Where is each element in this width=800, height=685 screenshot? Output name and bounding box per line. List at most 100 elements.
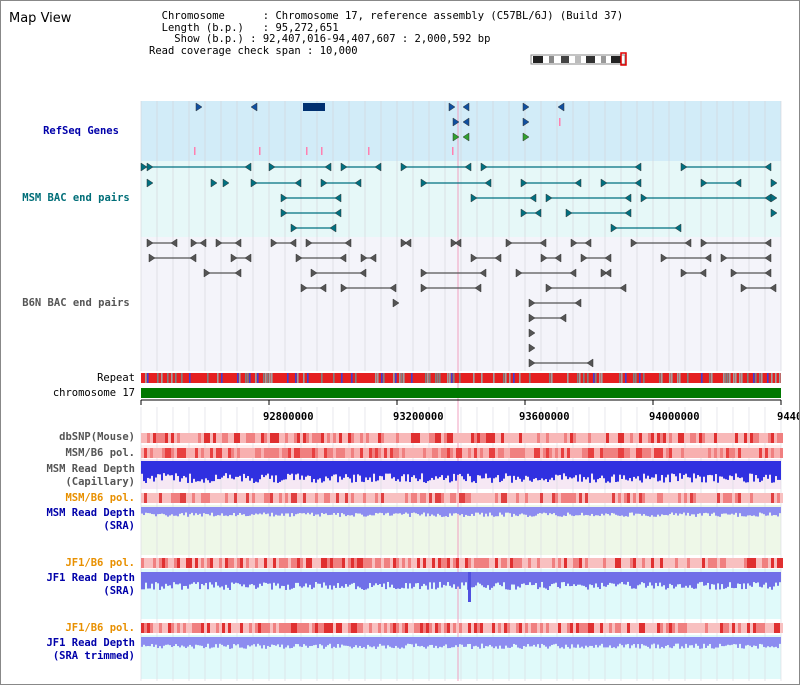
- depth-bar: [545, 507, 547, 514]
- heatmap-cell: [309, 558, 312, 568]
- msm-bac-pair-end: [329, 223, 337, 233]
- track-label-msm-read-depth-sra[interactable]: MSM Read Depth (SRA): [46, 507, 135, 532]
- track-label-jf1-read-depth-sra-trimmed[interactable]: JF1 Read Depth (SRA trimmed): [46, 637, 135, 662]
- heatmap-cell: [144, 493, 147, 503]
- depth-bar: [403, 507, 405, 514]
- depth-bar: [265, 507, 267, 515]
- chromosome-bar[interactable]: [141, 388, 781, 398]
- track-label-msm-b6-pol-2[interactable]: MSM/B6 pol.: [65, 492, 135, 504]
- depth-bar: [567, 637, 569, 648]
- heatmap-cell: [270, 493, 273, 503]
- heatmap-cell: [633, 623, 636, 633]
- msm-bac-pair-end: [470, 193, 478, 203]
- track-label-msm-b6-pol[interactable]: MSM/B6 pol.: [65, 447, 135, 459]
- depth-bar: [777, 507, 779, 517]
- heatmap-cell: [456, 623, 459, 633]
- depth-bar: [599, 461, 601, 479]
- heatmap-cell: [150, 493, 153, 503]
- heatmap-cell: [687, 493, 690, 503]
- track-label-refseq[interactable]: RefSeq Genes: [43, 125, 119, 137]
- depth-tracks[interactable]: [141, 461, 781, 649]
- heatmap-cell: [543, 623, 546, 633]
- depth-bar: [571, 507, 573, 516]
- heatmap-cell: [330, 623, 333, 633]
- track-label-msm-bac[interactable]: MSM BAC end pairs: [22, 192, 130, 204]
- depth-bar: [751, 637, 753, 648]
- depth-bar: [687, 572, 689, 588]
- depth-bar: [661, 461, 663, 475]
- b6n-bac-pair-end: [339, 253, 347, 263]
- heatmap-cell: [771, 448, 774, 458]
- depth-bar: [331, 507, 333, 515]
- heatmap-cell: [543, 448, 546, 458]
- depth-bar: [745, 572, 747, 589]
- track-label-jf1-b6-pol-2[interactable]: JF1/B6 pol.: [65, 622, 135, 634]
- heatmap-cell: [753, 558, 756, 568]
- heatmap-cell: [594, 448, 597, 458]
- depth-bar: [465, 461, 467, 482]
- track-label-msm-read-depth-capillary[interactable]: MSM Read Depth (Capillary): [46, 463, 135, 488]
- depth-bar: [217, 637, 219, 648]
- depth-bar: [205, 507, 207, 514]
- heatmap-cell: [288, 493, 291, 503]
- track-label-jf1-b6-pol[interactable]: JF1/B6 pol.: [65, 557, 135, 569]
- depth-bar: [269, 507, 271, 517]
- heatmap-cell: [216, 493, 219, 503]
- depth-bar: [233, 637, 235, 645]
- track-label-chromosome[interactable]: chromosome 17: [52, 387, 135, 399]
- heatmap-cell: [147, 493, 150, 503]
- depth-bar: [455, 637, 457, 646]
- heatmap-cell: [666, 448, 669, 458]
- depth-bar: [617, 507, 619, 516]
- heatmap-cell: [399, 623, 402, 633]
- axis-tick-label: 9440: [777, 411, 800, 423]
- repeat-track[interactable]: [141, 373, 781, 383]
- heatmap-cell: [552, 493, 555, 503]
- track-label-jf1-read-depth-sra[interactable]: JF1 Read Depth (SRA): [46, 572, 135, 597]
- track-features[interactable]: [140, 102, 778, 368]
- heatmap-cell: [660, 493, 663, 503]
- heatmap-tracks[interactable]: [141, 433, 783, 633]
- depth-bar: [639, 637, 641, 649]
- depth-bar: [397, 507, 399, 514]
- chromosome-ideogram[interactable]: [530, 52, 627, 66]
- msm-bac-end: [146, 162, 154, 172]
- depth-bar: [627, 461, 629, 481]
- heatmap-cell: [495, 558, 498, 568]
- heatmap-cell: [720, 558, 723, 568]
- depth-bar: [711, 461, 713, 476]
- heatmap-cell: [432, 433, 435, 443]
- track-label-repeat[interactable]: Repeat: [97, 372, 135, 384]
- depth-bar: [173, 572, 175, 583]
- heatmap-cell: [315, 448, 318, 458]
- depth-bar: [723, 461, 725, 479]
- depth-bar: [775, 461, 777, 477]
- msm-bac-end: [146, 178, 154, 188]
- track-label-b6n-bac[interactable]: B6N BAC end pairs: [22, 297, 130, 309]
- heatmap-cell: [408, 493, 411, 503]
- heatmap-cell: [438, 448, 441, 458]
- depth-bar: [211, 637, 213, 648]
- heatmap-cell: [555, 493, 558, 503]
- repeat-segment: [729, 373, 731, 383]
- heatmap-cell: [723, 448, 726, 458]
- b6n-bac-pair-end: [450, 238, 458, 248]
- track-label-dbsnp[interactable]: dbSNP(Mouse): [59, 431, 135, 443]
- depth-bar: [219, 572, 221, 588]
- heatmap-cell: [270, 623, 273, 633]
- heatmap-cell: [573, 448, 576, 458]
- heatmap-cell: [573, 558, 576, 568]
- depth-bar: [155, 637, 157, 645]
- depth-bar: [537, 461, 539, 481]
- depth-bar: [573, 637, 575, 648]
- heatmap-cell: [147, 558, 150, 568]
- heatmap-cell: [165, 493, 168, 503]
- depth-bar: [263, 572, 265, 583]
- depth-bar: [287, 572, 289, 585]
- heatmap-cell: [477, 558, 480, 568]
- depth-bar: [695, 507, 697, 517]
- depth-bar: [305, 507, 307, 515]
- depth-bar: [361, 572, 363, 590]
- depth-bar: [205, 572, 207, 583]
